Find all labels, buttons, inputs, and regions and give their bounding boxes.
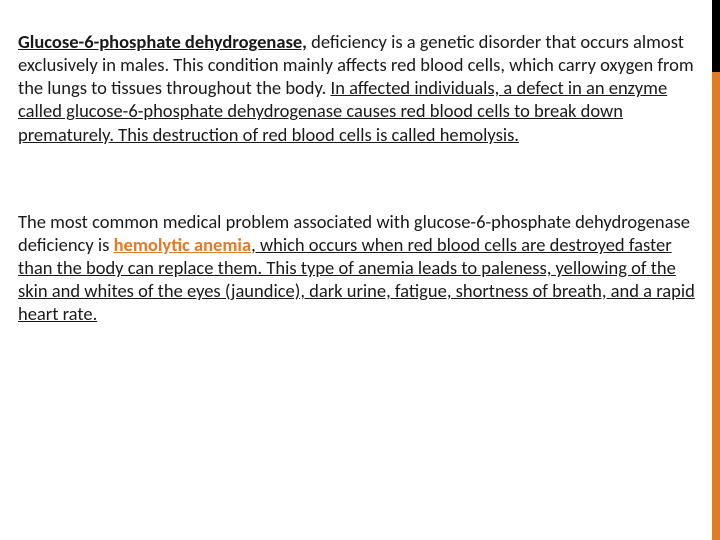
term-hemolytic-anemia: hemolytic anemia: [114, 233, 252, 256]
paragraph-2: The most common medical problem associat…: [18, 210, 698, 326]
accent-bar-bottom: [712, 72, 720, 540]
paragraph-1: Glucose-6-phosphate dehydrogenase, defic…: [18, 30, 698, 146]
accent-bar-top: [712, 0, 720, 72]
slide-container: Glucose-6-phosphate dehydrogenase, defic…: [0, 0, 720, 540]
term-g6pd: Glucose-6-phosphate dehydrogenase,: [18, 30, 307, 53]
